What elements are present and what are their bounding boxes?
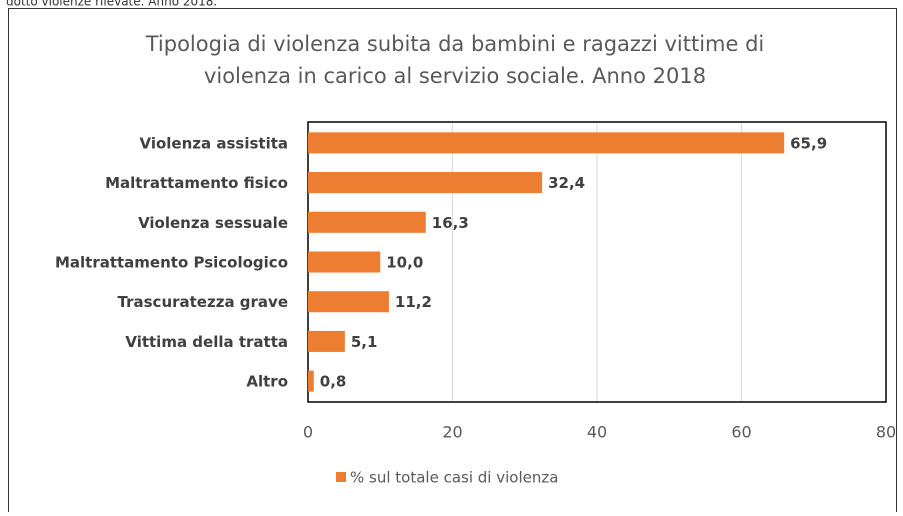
bar [308, 370, 314, 392]
legend-swatch [336, 472, 346, 482]
y-tick-label: Trascuratezza grave [118, 293, 288, 311]
y-tick-label: Vittima della tratta [125, 333, 288, 351]
data-label: 11,2 [395, 293, 432, 311]
bar [308, 291, 389, 313]
legend-label: % sul totale casi di violenza [350, 469, 558, 487]
bar [308, 330, 345, 352]
data-label: 0,8 [320, 373, 347, 391]
caption: dotto violenze rilevate. Anno 2018. [6, 0, 217, 9]
data-label: 16,3 [432, 214, 469, 232]
bar [308, 172, 543, 194]
data-label: 5,1 [351, 333, 378, 351]
data-label: 32,4 [548, 174, 585, 192]
bar [308, 132, 785, 154]
y-tick-label: Maltrattamento fisico [105, 174, 288, 192]
y-tick-label: Maltrattamento Psicologico [55, 254, 288, 272]
x-tick-label: 20 [442, 423, 462, 442]
x-tick-label: 0 [303, 423, 313, 442]
chart-title: Tipologia di violenza subita da bambini … [145, 32, 765, 56]
x-tick-label: 80 [876, 423, 896, 442]
y-tick-label: Violenza sessuale [138, 214, 288, 232]
chart-title: violenza in carico al servizio sociale. … [204, 64, 706, 88]
bar [308, 251, 381, 273]
y-tick-label: Altro [246, 373, 288, 391]
chart-frame [8, 8, 897, 516]
x-tick-label: 40 [587, 423, 607, 442]
x-tick-label: 60 [731, 423, 751, 442]
data-label: 10,0 [386, 254, 423, 272]
bar [308, 211, 426, 233]
data-label: 65,9 [790, 134, 827, 152]
y-tick-label: Violenza assistita [139, 134, 288, 152]
